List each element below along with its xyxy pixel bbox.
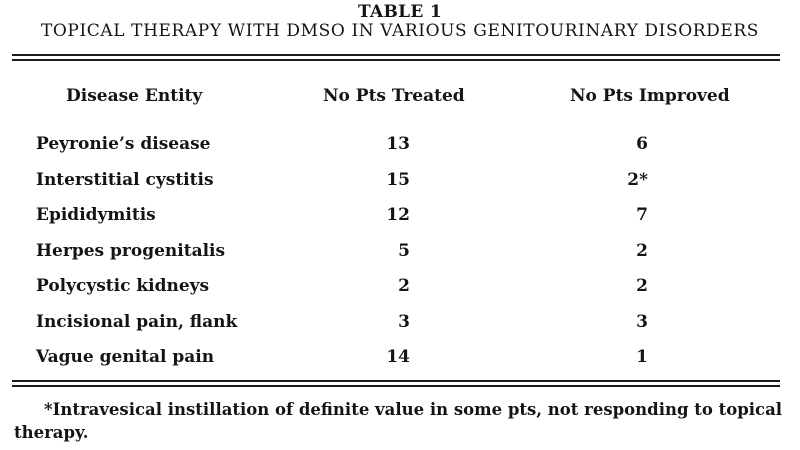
cell-disease: Herpes progenitalis bbox=[36, 240, 226, 261]
cell-disease: Vague genital pain bbox=[36, 347, 215, 367]
header-pts-improved: No Pts Improved bbox=[570, 86, 730, 106]
cell-treated: 14 bbox=[386, 347, 410, 367]
top-rule-upper bbox=[12, 54, 780, 56]
cell-improved: 2 bbox=[636, 276, 648, 296]
cell-disease: Incisional pain, flank bbox=[36, 311, 238, 332]
bottom-rule-upper bbox=[12, 380, 780, 382]
cell-disease: Polycystic kidneys bbox=[36, 276, 210, 296]
cell-treated: 12 bbox=[386, 205, 410, 225]
bottom-rule-lower bbox=[12, 385, 780, 387]
cell-improved: 2 bbox=[636, 240, 648, 261]
table-row: Interstitial cystitis 15 2* bbox=[0, 170, 800, 206]
table-row: Polycystic kidneys 2 2 bbox=[0, 276, 800, 312]
table-body: Peyronie’s disease 13 6 Interstitial cys… bbox=[0, 134, 800, 383]
cell-improved: 2* bbox=[627, 169, 648, 190]
cell-treated: 15 bbox=[386, 169, 410, 190]
cell-disease: Interstitial cystitis bbox=[36, 169, 214, 190]
header-row: Disease Entity No Pts Treated No Pts Imp… bbox=[0, 86, 800, 112]
cell-disease: Peyronie’s disease bbox=[36, 134, 211, 154]
cell-improved: 1 bbox=[636, 347, 648, 367]
cell-treated: 5 bbox=[398, 240, 410, 261]
cell-treated: 13 bbox=[386, 134, 410, 154]
table-number: TABLE 1 bbox=[357, 2, 443, 22]
header-disease-entity: Disease Entity bbox=[66, 86, 203, 106]
table-row: Peyronie’s disease 13 6 bbox=[0, 134, 800, 170]
cell-treated: 3 bbox=[398, 311, 410, 332]
table-row: Herpes progenitalis 5 2 bbox=[0, 241, 800, 277]
table-row: Vague genital pain 14 1 bbox=[0, 347, 800, 383]
cell-disease: Epididymitis bbox=[36, 205, 156, 225]
table-row: Epididymitis 12 7 bbox=[0, 205, 800, 241]
cell-improved: 7 bbox=[636, 205, 648, 225]
table-row: Incisional pain, flank 3 3 bbox=[0, 312, 800, 348]
table-footnote: *Intravesical instillation of definite v… bbox=[14, 400, 783, 442]
table-title: TOPICAL THERAPY WITH DMSO IN VARIOUS GEN… bbox=[40, 21, 760, 41]
cell-treated: 2 bbox=[398, 276, 410, 296]
cell-improved: 3 bbox=[636, 311, 648, 332]
top-rule-lower bbox=[12, 59, 780, 61]
header-pts-treated: No Pts Treated bbox=[323, 86, 465, 106]
cell-improved: 6 bbox=[636, 134, 648, 154]
